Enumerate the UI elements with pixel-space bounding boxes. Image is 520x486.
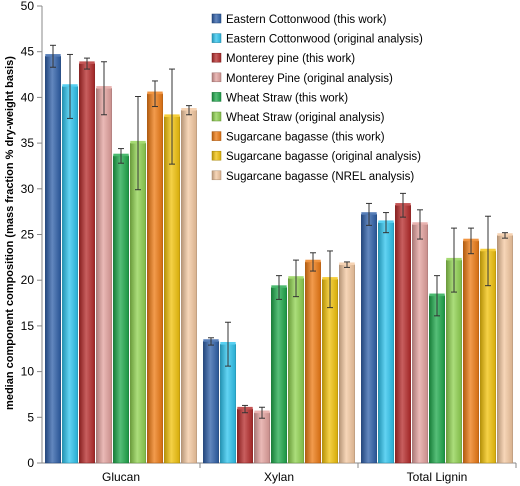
legend-label: Eastern Cottonwood (original analysis) <box>226 34 423 46</box>
legend-label: Monterey pine (this work) <box>226 53 355 65</box>
y-tick-label: 30 <box>21 182 35 196</box>
bar <box>429 295 445 464</box>
bar <box>147 93 163 464</box>
legend-label: Eastern Cottonwood (this work) <box>226 14 387 26</box>
x-category-label: Total Lignin <box>407 470 468 484</box>
bar <box>237 408 253 464</box>
bar <box>463 240 479 464</box>
x-category-label: Xylan <box>264 470 294 484</box>
bar <box>288 278 304 464</box>
bar <box>395 205 411 464</box>
legend-swatch <box>211 111 222 122</box>
bar <box>412 224 428 464</box>
legend-label: Sugarcane bagasse (original analysis) <box>226 151 421 163</box>
bar <box>130 142 146 464</box>
legend-background <box>210 10 440 193</box>
bar <box>79 63 95 464</box>
legend-label: Sugarcane bagasse (NREL analysis) <box>226 171 414 183</box>
y-tick-label: 25 <box>21 228 35 242</box>
legend-swatch <box>211 131 222 141</box>
legend-swatch <box>211 170 222 181</box>
bar <box>378 222 394 464</box>
y-tick-label: 10 <box>21 365 35 379</box>
legend-label: Wheat Straw (original analysis) <box>226 112 385 124</box>
y-tick-label: 50 <box>21 0 35 13</box>
bar <box>271 287 287 464</box>
bar <box>164 116 180 464</box>
bar <box>339 264 355 464</box>
legend-swatch <box>211 150 222 161</box>
y-tick-label: 0 <box>27 456 34 470</box>
y-tick-label: 45 <box>21 45 35 59</box>
y-tick-label: 15 <box>21 319 35 333</box>
legend-label: Monterey Pine (original analysis) <box>226 73 393 85</box>
y-tick-label: 20 <box>21 273 35 287</box>
y-tick-label: 5 <box>27 410 34 424</box>
bar <box>96 88 112 464</box>
y-axis-label: median component composition (mass fract… <box>4 56 16 410</box>
legend-swatch <box>211 52 222 63</box>
legend-swatch <box>211 33 222 43</box>
x-category-label: Glucan <box>102 470 140 484</box>
bar <box>203 341 219 464</box>
bar <box>497 235 513 464</box>
bar <box>62 86 78 464</box>
bar <box>113 155 129 464</box>
bar <box>45 56 61 464</box>
y-tick-label: 35 <box>21 136 35 150</box>
bar <box>181 109 197 464</box>
legend-swatch <box>211 13 222 24</box>
bar <box>254 412 270 464</box>
legend-swatch <box>211 92 222 102</box>
legend-label: Sugarcane bagasse (this work) <box>226 132 385 144</box>
legend-label: Wheat Straw (this work) <box>226 92 348 104</box>
y-tick-label: 40 <box>21 90 35 104</box>
bar <box>305 261 321 464</box>
bar <box>361 214 377 464</box>
legend-swatch <box>211 72 222 83</box>
